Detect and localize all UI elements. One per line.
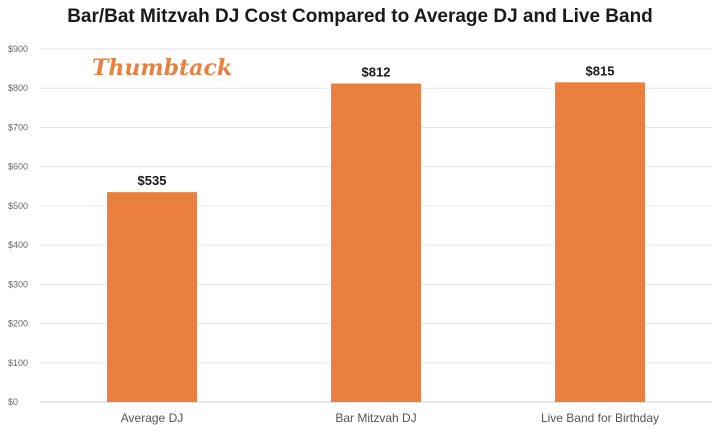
y-tick-label: $400 xyxy=(8,240,28,250)
y-tick-label: $100 xyxy=(8,358,28,368)
bar-value-label: $535 xyxy=(138,173,167,188)
bar-value-label: $815 xyxy=(586,63,615,78)
x-axis-ticks: Average DJ Bar Mitzvah DJ Live Band for Bi… xyxy=(121,411,659,425)
bar-value-label: $812 xyxy=(362,65,391,80)
thumbtack-logo: Thumbtack xyxy=(92,55,232,81)
y-tick-label: $800 xyxy=(8,83,28,93)
bar xyxy=(555,82,645,402)
y-axis-ticks: $0 $100 $200 $300 $400 $500 $600 $700 $800 $900 xyxy=(8,44,28,407)
y-tick-label: $600 xyxy=(8,162,28,172)
y-tick-label: $900 xyxy=(8,44,28,54)
x-tick-label: Live Band for Birthday xyxy=(541,411,659,425)
y-tick-label: $200 xyxy=(8,319,28,329)
y-tick-label: $500 xyxy=(8,201,28,211)
y-tick-label: $300 xyxy=(8,279,28,289)
bar xyxy=(331,83,421,402)
x-tick-label: Bar Mitzvah DJ xyxy=(335,411,416,425)
bars xyxy=(107,82,645,402)
bar xyxy=(107,192,197,402)
chart-title: Bar/Bat Mitzvah DJ Cost Compared to Aver… xyxy=(67,6,653,27)
y-tick-label: $700 xyxy=(8,122,28,132)
x-tick-label: Average DJ xyxy=(121,411,183,425)
data-labels: $535 $812 $815 xyxy=(138,63,615,188)
y-tick-label: $0 xyxy=(8,397,18,407)
